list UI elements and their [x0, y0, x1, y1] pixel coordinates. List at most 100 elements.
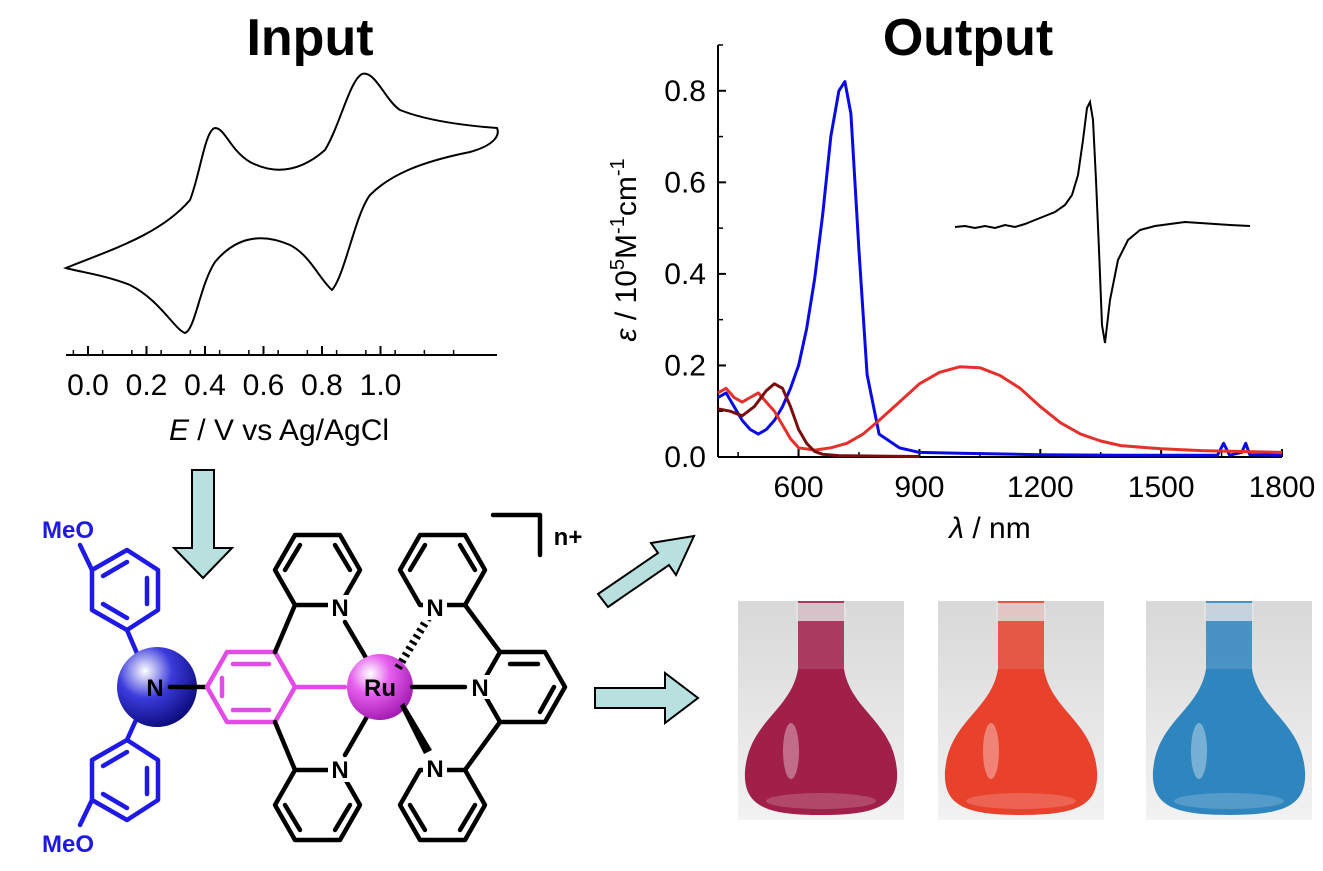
chart-x-label: λ / nm [947, 512, 1030, 545]
terpy-double-bond [407, 542, 428, 573]
amine-n-label: N [146, 675, 163, 702]
n-label-bg [328, 758, 352, 782]
flask-body [944, 669, 1098, 815]
cv-plot: 0.0 0.2 0.4 0.6 0.8 1.0 E / V vs Ag/AgCl [62, 72, 499, 447]
chart-y-tick-label: 0.6 [664, 166, 706, 199]
absorption-chart: 0.0 0.2 0.4 0.6 0.8 600 900 1200 1500 1800 λ / n… [607, 44, 1316, 545]
ruthenium-label: Ru [364, 675, 396, 702]
chart-y-tick-label: 0.0 [664, 441, 706, 474]
lower-anisyl-double-bond [100, 791, 130, 811]
terpy-double-bond [457, 542, 478, 573]
flask-photo-2 [938, 601, 1104, 820]
chart-x-tick-label: 1200 [1007, 471, 1074, 504]
flask-highlight [783, 723, 799, 779]
pyridine-n-label: N [426, 756, 443, 783]
pyridine-double-bond [332, 542, 353, 573]
pyridine-n-label: N [471, 675, 488, 702]
cv-tick-label: 0.6 [243, 369, 285, 402]
flask-rim [796, 603, 846, 621]
chart-y-tick-label: 0.8 [664, 75, 706, 108]
pyridine-n-label: N [426, 595, 443, 622]
spectrum-series-3 [717, 382, 920, 458]
input-title: Input [246, 9, 373, 67]
ruthenium-sphere [347, 654, 413, 720]
terpy-link-bond [462, 602, 503, 655]
output-title: Output [883, 9, 1053, 67]
chart-y-tick-label: 0.2 [664, 349, 706, 382]
spectrum-series-1 [717, 80, 1283, 457]
cv-tick-label: 1.0 [360, 369, 402, 402]
arrows [171, 469, 700, 726]
cv-x-label-symbol: E [169, 414, 190, 447]
terpy-double-bond [457, 802, 478, 833]
chart-y-label-mid: M [610, 234, 643, 259]
down-arrow [171, 469, 235, 580]
cv-trace [62, 72, 499, 335]
charge-bracket [490, 512, 543, 558]
amine-sphere [117, 647, 197, 727]
terpy-link-bond [462, 719, 503, 773]
upper-anisyl-ring [89, 547, 161, 633]
chart-y-ticks: 0.0 0.2 0.4 0.6 0.8 [664, 44, 726, 474]
flask-photo-1 [738, 601, 904, 820]
flask-body [1152, 669, 1306, 815]
lower-methoxy-bond [77, 797, 95, 828]
lower-terpy-ring [397, 767, 488, 843]
cv-x-label-text: / V vs Ag/AgCl [189, 414, 389, 447]
lower-anisyl-double-bond [100, 749, 130, 769]
chart-y-tick-label: 0.4 [664, 258, 706, 291]
cv-x-label: E / V vs Ag/AgCl [169, 414, 389, 447]
cv-tick-label: 0.8 [301, 369, 343, 402]
chart-series-layer [717, 80, 1283, 458]
diagonal-arrow [596, 534, 696, 609]
flask-photo-3 [1146, 601, 1312, 820]
chart-x-tick-label: 600 [774, 471, 824, 504]
pyridine-n-label: N [331, 757, 348, 784]
charge-label: n+ [554, 524, 583, 551]
chart-x-tick-label: 900 [894, 471, 944, 504]
upper-anisyl-double-bond [100, 559, 130, 579]
n-label-bg [468, 675, 492, 699]
solution-photos [738, 601, 1312, 820]
chart-y-label-sup3: -1 [607, 158, 629, 176]
flask-rim [1204, 603, 1254, 621]
epr-inset-trace [954, 98, 1251, 344]
cv-tick-label: 0.2 [126, 369, 168, 402]
cv-tick-label: 0.4 [184, 369, 226, 402]
terpy-double-bond [537, 684, 557, 715]
pyridine-double-bond [332, 802, 353, 833]
flask-reflection [966, 793, 1076, 809]
chart-x-ticks: 600 900 1200 1500 1800 [737, 449, 1316, 504]
flask-highlight [983, 723, 999, 779]
upper-anisyl-double-bond [100, 601, 130, 621]
chart-x-label-symbol: λ [947, 512, 964, 545]
n-label-bg [423, 756, 447, 780]
cv-ticks: 0.0 0.2 0.4 0.6 0.8 1.0 [67, 346, 455, 402]
chart-x-tick-label: 1800 [1249, 471, 1316, 504]
flask-highlight [1191, 723, 1207, 779]
chart-x-tick-label: 1500 [1128, 471, 1195, 504]
terpy-double-bond [407, 802, 428, 833]
chart-y-label-sup2: -1 [607, 216, 629, 234]
chart-y-label-text: / 10 [610, 270, 643, 328]
chart-x-label-text: / nm [964, 512, 1031, 545]
hashed-wedge-bond [394, 615, 432, 671]
methoxy-bottom-label: MeO [42, 831, 94, 858]
chart-y-label-mid2: cm [610, 176, 643, 216]
pyridine-double-bond [282, 802, 303, 833]
molecule-structure: N MeO MeO N N Ru [42, 512, 583, 858]
pyridine-double-bond [282, 542, 303, 573]
aryl-pyridyl-bond [272, 719, 298, 773]
upper-methoxy-bond [77, 542, 95, 573]
flask-rim [996, 603, 1046, 621]
pyridine-n-label: N [331, 595, 348, 622]
n-label-bg [423, 596, 447, 620]
methoxy-top-label: MeO [42, 517, 94, 544]
spectrum-series-2 [717, 365, 1283, 454]
solid-wedge-bond [400, 703, 432, 754]
chart-y-label: ε / 105M-1cm-1 [607, 158, 643, 341]
chart-y-label-symbol: ε [610, 328, 643, 342]
right-arrow [594, 670, 700, 726]
aryl-pyridyl-bond [272, 602, 298, 655]
